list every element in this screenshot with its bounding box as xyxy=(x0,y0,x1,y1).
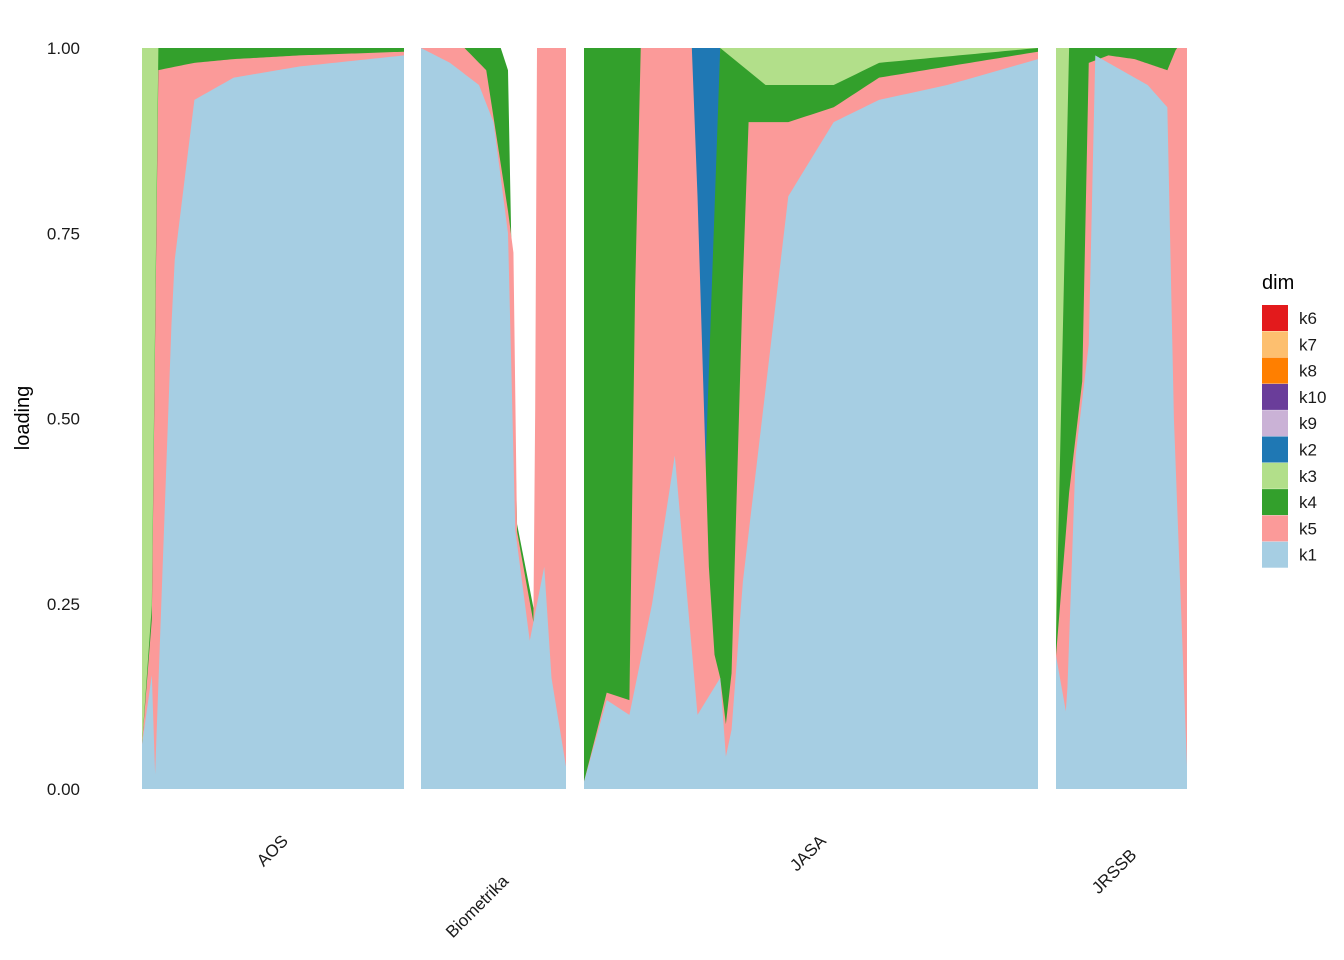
band-k1 xyxy=(421,48,566,789)
legend-swatch-k5 xyxy=(1262,515,1288,542)
legend-swatch-k6 xyxy=(1262,305,1288,331)
legend: dim k6 k7 k8 k10 k9 k2 k3 k4 k5 k1 xyxy=(1262,272,1326,568)
legend-label-k4: k4 xyxy=(1299,493,1317,512)
panel-biometrika xyxy=(421,48,566,789)
legend-label-k9: k9 xyxy=(1299,414,1317,433)
legend-swatch-k2 xyxy=(1262,436,1288,463)
legend-label-k1: k1 xyxy=(1299,546,1317,565)
y-tick-label: 0.25 xyxy=(47,595,80,614)
legend-label-k7: k7 xyxy=(1299,335,1317,354)
legend-label-k2: k2 xyxy=(1299,441,1317,460)
x-tick-label: Biometrika xyxy=(442,871,513,942)
panel-jrssb xyxy=(1056,48,1187,790)
band-k1 xyxy=(584,59,1038,790)
legend-swatch-k7 xyxy=(1262,331,1288,358)
y-tick-label: 1.00 xyxy=(47,39,80,58)
x-tick-label: JRSSB xyxy=(1088,845,1140,897)
x-tick-label: AOS xyxy=(253,831,292,870)
y-axis-title: loading xyxy=(12,386,34,451)
band-k1 xyxy=(142,55,404,790)
legend-swatch-k4 xyxy=(1262,489,1288,516)
y-tick-label: 0.75 xyxy=(47,224,80,243)
panel-jasa xyxy=(584,48,1038,790)
legend-label-k10: k10 xyxy=(1299,388,1326,407)
panel-aos xyxy=(142,48,404,790)
y-tick-label: 0.00 xyxy=(47,780,80,799)
legend-swatch-k10 xyxy=(1262,383,1288,410)
legend-label-k3: k3 xyxy=(1299,467,1317,486)
x-tick-label: JASA xyxy=(786,831,830,875)
legend-swatch-k3 xyxy=(1262,462,1288,489)
legend-swatch-k8 xyxy=(1262,357,1288,384)
legend-swatch-k9 xyxy=(1262,410,1288,437)
legend-swatch-k1 xyxy=(1262,541,1288,568)
legend-label-k6: k6 xyxy=(1299,309,1317,328)
legend-label-k8: k8 xyxy=(1299,362,1317,381)
y-tick-label: 0.50 xyxy=(47,410,80,429)
y-axis: 0.00 0.25 0.50 0.75 1.00 xyxy=(47,39,80,799)
legend-label-k5: k5 xyxy=(1299,519,1317,538)
x-axis: AOS Biometrika JASA JRSSB xyxy=(253,831,1140,942)
panels xyxy=(142,48,1187,790)
legend-title: dim xyxy=(1262,272,1294,294)
band-k1 xyxy=(1056,55,1187,790)
